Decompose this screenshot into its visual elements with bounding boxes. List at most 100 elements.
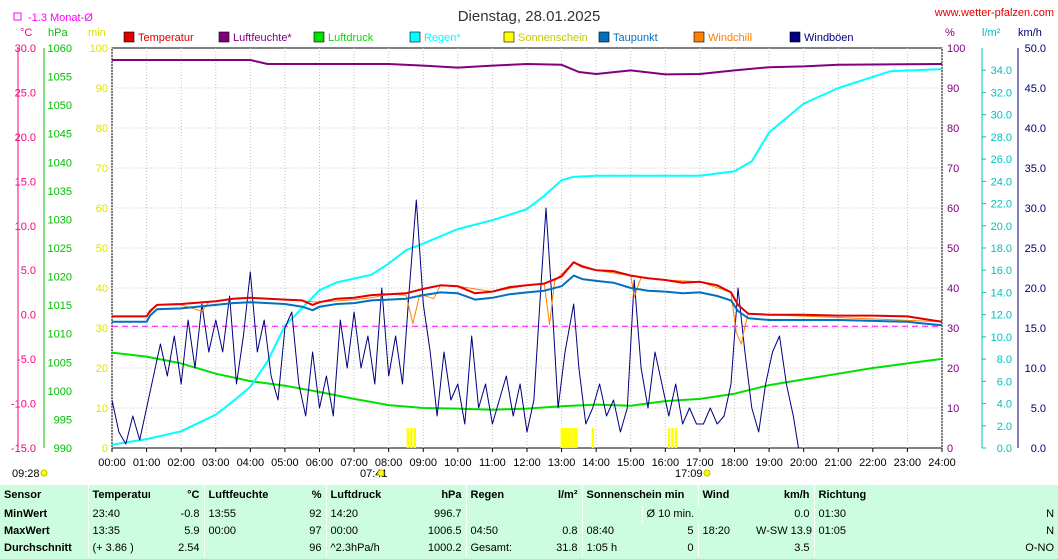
rain-tick-label: 34.0 (991, 65, 1012, 77)
wind-tick-label: 15.0 (1025, 323, 1046, 335)
series-line-taupunkt (112, 274, 943, 327)
wind-tick-label: 35.0 (1025, 163, 1046, 175)
stats-header-row: Sensor Temperatur °C Luftfeuchte % Luftd… (0, 485, 1058, 506)
rain-tick-label: 24.0 (991, 176, 1012, 188)
sunshine-bar (674, 428, 678, 448)
minutes-tick-label: 60 (96, 203, 108, 215)
stats-cell: 1000.2 (427, 542, 462, 554)
legend-swatch (598, 31, 610, 43)
x-tick-label: 09:00 (409, 457, 437, 469)
stats-head-rain: Regen (465, 485, 522, 506)
legend-label: Luftdruck (328, 32, 374, 44)
stats-cell: 96 (309, 542, 322, 554)
stats-cell: 0.8 (562, 525, 578, 537)
rain-tick-label: 28.0 (991, 132, 1012, 144)
humidity-tick-label: 0 (947, 443, 953, 455)
sunshine-bar (575, 428, 578, 448)
x-tick-label: 03:00 (202, 457, 230, 469)
series-line-luftdruck (111, 351, 943, 411)
press-tick-label: 1040 (48, 157, 72, 169)
sun-icon-corner (40, 469, 48, 477)
stats-cell: 04:50 (465, 523, 522, 540)
temp-tick-label: 25.0 (15, 87, 36, 99)
legend-swatch (503, 31, 515, 43)
weather-chart: 00:00 01:00 02:00 03:00 04:00 05:00 06:00 07:00… (11, 7, 1054, 480)
rain-tick-label: 8.0 (997, 354, 1012, 366)
stats-cell (698, 506, 752, 523)
minutes-tick-label: 90 (96, 83, 108, 95)
press-tick-label: 1050 (48, 100, 72, 112)
sunshine-bar (570, 428, 573, 448)
minutes-tick-label: 10 (96, 403, 108, 415)
stats-head-dir: Richtung (813, 485, 1058, 506)
x-tick-label: 19:00 (755, 457, 783, 469)
legend-swatch (123, 31, 135, 43)
x-tick-label: 13:00 (548, 457, 576, 469)
temp-tick-label: 10.0 (15, 221, 36, 233)
stats-cell: 5 (687, 525, 694, 537)
sunshine-bar (406, 428, 410, 448)
stats-cell: W-SW 13.9 (756, 525, 813, 537)
stats-cell: 3.5 (794, 542, 810, 554)
stats-row-max: MaxWert 13:35 5.9 00:00 97 00:00 1006.5 … (0, 523, 1058, 540)
humidity-tick-label: 10 (947, 403, 959, 415)
stats-cell: 92 (309, 508, 322, 520)
minutes-tick-label: 20 (96, 363, 108, 375)
unit-press: hPa (48, 27, 68, 39)
stats-cell (465, 506, 522, 523)
source-link[interactable]: www.wetter-pfalzen.com (934, 7, 1054, 19)
rain-tick-label: 16.0 (991, 265, 1012, 277)
rain-tick-label: 18.0 (991, 243, 1012, 255)
press-tick-label: 1020 (48, 272, 72, 284)
rain-tick-label: 26.0 (991, 154, 1012, 166)
stats-cell: Durchschnitt (4, 542, 72, 554)
wind-tick-label: 30.0 (1025, 203, 1046, 215)
sunshine-bar (671, 428, 674, 448)
stats-row-avg: Durchschnitt (+ 3.86 ) 2.54 96 ^2.3hPa/h… (0, 540, 1058, 557)
sunshine-bar (667, 428, 671, 448)
press-tick-label: 1010 (48, 329, 72, 341)
wind-tick-label: 40.0 (1025, 123, 1046, 135)
stats-cell: 01:30 (813, 506, 875, 523)
sunset-icon (703, 469, 711, 477)
legend-label: Temperatur (138, 32, 194, 44)
stats-cell: 97 (309, 525, 322, 537)
stats-cell: 00:00 (325, 523, 396, 540)
stats-head-hum-unit: % (311, 489, 322, 501)
temp-tick-label: 5.0 (21, 265, 36, 277)
temp-tick-label: -10.0 (11, 399, 36, 411)
humidity-tick-label: 100 (947, 43, 965, 55)
press-tick-label: 1060 (48, 43, 72, 55)
sunshine-bar (567, 428, 571, 448)
temp-tick-label: 15.0 (15, 176, 36, 188)
series-line-luftfeuchte (112, 59, 943, 76)
x-tick-label: 01:00 (133, 457, 161, 469)
press-tick-label: 1000 (48, 386, 72, 398)
month-avg-label: -1.3 Monat-Ø (28, 12, 93, 24)
stats-cell: 08:40 (581, 523, 642, 540)
sunset-label: 17:09 (675, 468, 703, 480)
humidity-tick-label: 80 (947, 123, 959, 135)
stats-cell: ^2.3hPa/h (325, 540, 396, 557)
legend-swatch (218, 31, 230, 43)
wind-tick-label: 50.0 (1025, 43, 1046, 55)
rain-tick-label: 20.0 (991, 221, 1012, 233)
x-tick-label: 06:00 (306, 457, 334, 469)
stats-head-sensor: Sensor (4, 489, 42, 501)
x-tick-label: 02:00 (167, 457, 195, 469)
press-tick-label: 995 (54, 414, 72, 426)
month-avg-marker (13, 12, 22, 21)
legend-swatch (313, 31, 325, 43)
stats-cell (522, 506, 582, 523)
stats-cell: 2.54 (178, 542, 200, 554)
wind-tick-label: 45.0 (1025, 83, 1046, 95)
stats-cell: 5.9 (184, 525, 200, 537)
x-tick-label: 24:00 (928, 457, 956, 469)
stats-cell (581, 506, 642, 523)
stats-cell: 0.0 (794, 508, 810, 520)
stats-cell (813, 540, 875, 557)
press-tick-label: 1035 (48, 186, 72, 198)
minutes-tick-label: 100 (90, 43, 108, 55)
legend-label: Sonnenschein (518, 32, 588, 44)
stats-head-temp-unit: °C (187, 489, 200, 501)
